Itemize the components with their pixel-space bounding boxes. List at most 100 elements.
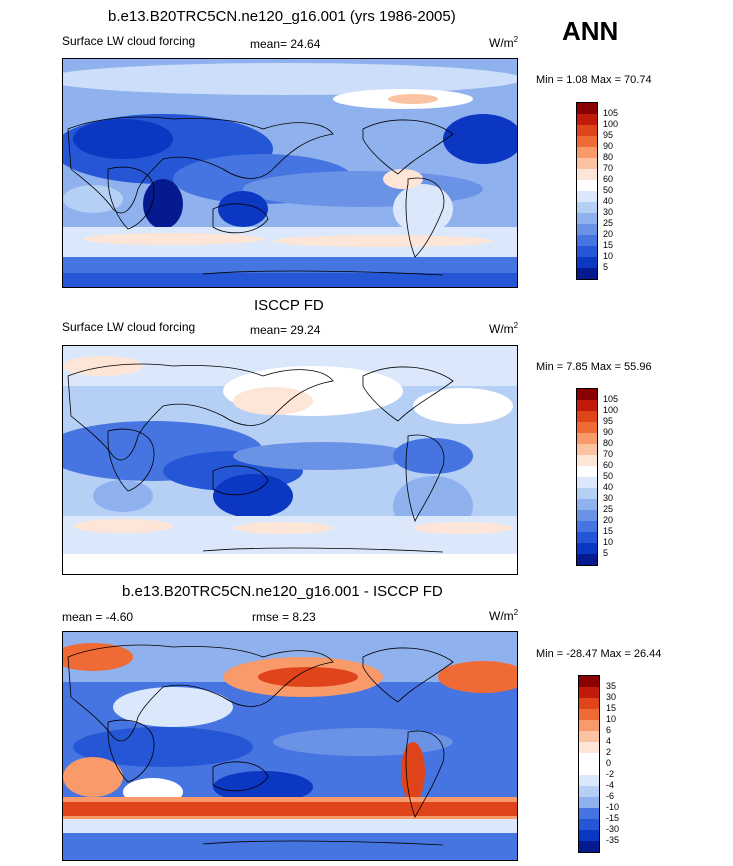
panel-1-colorbar-tick: 30 [603, 207, 614, 217]
panel-3-colorbar-swatch [579, 819, 599, 830]
panel-2-colorbar-tick: 70 [603, 449, 614, 459]
panel-2-colorbar-swatch [577, 488, 597, 499]
panel-2-map [62, 345, 518, 575]
panel-1-variable-label: Surface LW cloud forcing [62, 34, 196, 48]
panel-1-colorbar-tick: 15 [603, 240, 614, 250]
panel-2-colorbar-tick: 25 [603, 504, 614, 514]
panel-2-colorbar-swatch [577, 477, 597, 488]
panel-2-colorbar-swatch [577, 532, 597, 543]
panel-2-colorbar-tick: 60 [603, 460, 614, 470]
panel-3-colorbar [578, 675, 600, 853]
panel-1-colorbar-swatch [577, 114, 597, 125]
panel-3-colorbar-tick: -4 [606, 780, 615, 790]
panel-3-colorbar-swatch [579, 797, 599, 808]
panel-3-colorbar-tick: 15 [606, 703, 617, 713]
season-label: ANN [562, 16, 619, 46]
panel-2-colorbar-swatch [577, 389, 597, 400]
panel-3-colorbar-swatch [579, 764, 599, 775]
panel-2-variable-label: Surface LW cloud forcing [62, 320, 196, 334]
panel-2-colorbar-tick: 95 [603, 416, 614, 426]
panel-1-colorbar-swatch [577, 257, 597, 268]
panel-1-colorbar-swatch [577, 103, 597, 114]
panel-1-colorbar-tick: 50 [603, 185, 614, 195]
panel-2-colorbar-tick: 5 [603, 548, 609, 558]
panel-3-title: b.e13.B20TRC5CN.ne120_g16.001 - ISCCP FD [122, 583, 443, 600]
panel-1-colorbar-swatch [577, 224, 597, 235]
panel-1-minmax: Min = 1.08 Max = 70.74 [536, 74, 652, 86]
panel-1-colorbar-swatch [577, 147, 597, 158]
panel-1-colorbar-swatch [577, 235, 597, 246]
panel-2-units: W/m2 [489, 321, 519, 336]
panel-3-colorbar-tick: -2 [606, 769, 615, 779]
panel-3-colorbar-swatch [579, 676, 599, 687]
panel-3-colorbar-swatch [579, 742, 599, 753]
panel-3-colorbar-tick: 6 [606, 725, 612, 735]
panel-2-map-field [63, 346, 517, 574]
panel-1-colorbar-swatch [577, 246, 597, 257]
panel-1-colorbar-tick: 5 [603, 262, 609, 272]
panel-1-colorbar-swatch [577, 191, 597, 202]
panel-1-colorbar-swatch [577, 158, 597, 169]
panel-1-colorbar-swatch [577, 169, 597, 180]
panel-1-colorbar-swatch [577, 136, 597, 147]
panel-1-colorbar-tick: 95 [603, 130, 614, 140]
panel-3-colorbar-tick: 2 [606, 747, 612, 757]
panel-2-colorbar-swatch [577, 521, 597, 532]
panel-2-colorbar [576, 388, 598, 566]
panel-3-colorbar-swatch [579, 709, 599, 720]
panel-2-colorbar-tick: 10 [603, 537, 614, 547]
panel-3-colorbar-tick: 30 [606, 692, 617, 702]
panel-2-colorbar-swatch [577, 444, 597, 455]
panel-3-colorbar-tick: -10 [606, 802, 620, 812]
panel-1-title: b.e13.B20TRC5CN.ne120_g16.001 (yrs 1986-… [108, 8, 456, 25]
panel-3-rmse-label: rmse = 8.23 [252, 610, 316, 624]
panel-2-colorbar-tick: 100 [603, 405, 619, 415]
panel-3-colorbar-tick: -15 [606, 813, 620, 823]
panel-2-colorbar-tick: 90 [603, 427, 614, 437]
panel-2-colorbar-tick: 20 [603, 515, 614, 525]
panel-3-colorbar-swatch [579, 731, 599, 742]
panel-2-colorbar-tick: 15 [603, 526, 614, 536]
panel-1-colorbar-swatch [577, 180, 597, 191]
panel-1-colorbar-tick: 70 [603, 163, 614, 173]
panel-1-colorbar-swatch [577, 213, 597, 224]
panel-3-colorbar-tick: 0 [606, 758, 612, 768]
panel-3-colorbar-swatch [579, 830, 599, 841]
panel-3-units: W/m2 [489, 608, 519, 623]
panel-2-colorbar-swatch [577, 400, 597, 411]
panel-1-colorbar-tick: 105 [603, 108, 619, 118]
panel-3-colorbar-swatch [579, 753, 599, 764]
panel-2-colorbar-swatch [577, 499, 597, 510]
panel-1-colorbar-tick: 25 [603, 218, 614, 228]
panel-1-colorbar-tick: 20 [603, 229, 614, 239]
panel-3-colorbar-tick: 10 [606, 714, 617, 724]
panel-3-map-field [63, 632, 517, 860]
panel-1-colorbar-swatch [577, 202, 597, 213]
panel-2-colorbar-swatch [577, 466, 597, 477]
panel-1-units: W/m2 [489, 35, 519, 50]
panel-1-colorbar-tick: 100 [603, 119, 619, 129]
panel-2-mean-label: mean= 29.24 [250, 323, 321, 337]
panel-3-colorbar-tick: 35 [606, 681, 617, 691]
panel-1-colorbar-tick: 90 [603, 141, 614, 151]
panel-3-colorbar-tick: -6 [606, 791, 615, 801]
panel-3-colorbar-swatch [579, 687, 599, 698]
panel-3-colorbar-swatch [579, 720, 599, 731]
panel-2-colorbar-swatch [577, 422, 597, 433]
panel-2-colorbar-tick: 30 [603, 493, 614, 503]
panel-1-colorbar-tick: 60 [603, 174, 614, 184]
panel-1-colorbar-tick: 10 [603, 251, 614, 261]
panel-3-colorbar-swatch [579, 786, 599, 797]
panel-3-colorbar-tick: -30 [606, 824, 620, 834]
panel-3-mean-label: mean = -4.60 [62, 610, 134, 624]
panel-3-colorbar-swatch [579, 698, 599, 709]
panel-1-colorbar-swatch [577, 268, 597, 279]
panel-2-colorbar-swatch [577, 411, 597, 422]
panel-2-colorbar-swatch [577, 543, 597, 554]
panel-3-minmax: Min = -28.47 Max = 26.44 [536, 648, 662, 660]
panel-2-colorbar-swatch [577, 455, 597, 466]
panel-2-colorbar-tick: 80 [603, 438, 614, 448]
panel-2-colorbar-tick: 50 [603, 471, 614, 481]
panel-2-colorbar-tick: 40 [603, 482, 614, 492]
panel-2-title: ISCCP FD [254, 297, 324, 314]
